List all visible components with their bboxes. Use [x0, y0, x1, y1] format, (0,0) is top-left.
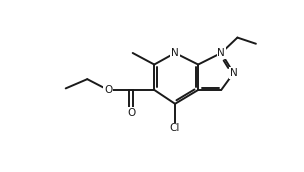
- Text: N: N: [230, 68, 237, 78]
- Text: N: N: [217, 48, 225, 58]
- Text: Cl: Cl: [170, 123, 180, 133]
- Text: N: N: [171, 48, 179, 58]
- Text: O: O: [127, 108, 135, 118]
- Text: O: O: [104, 85, 112, 95]
